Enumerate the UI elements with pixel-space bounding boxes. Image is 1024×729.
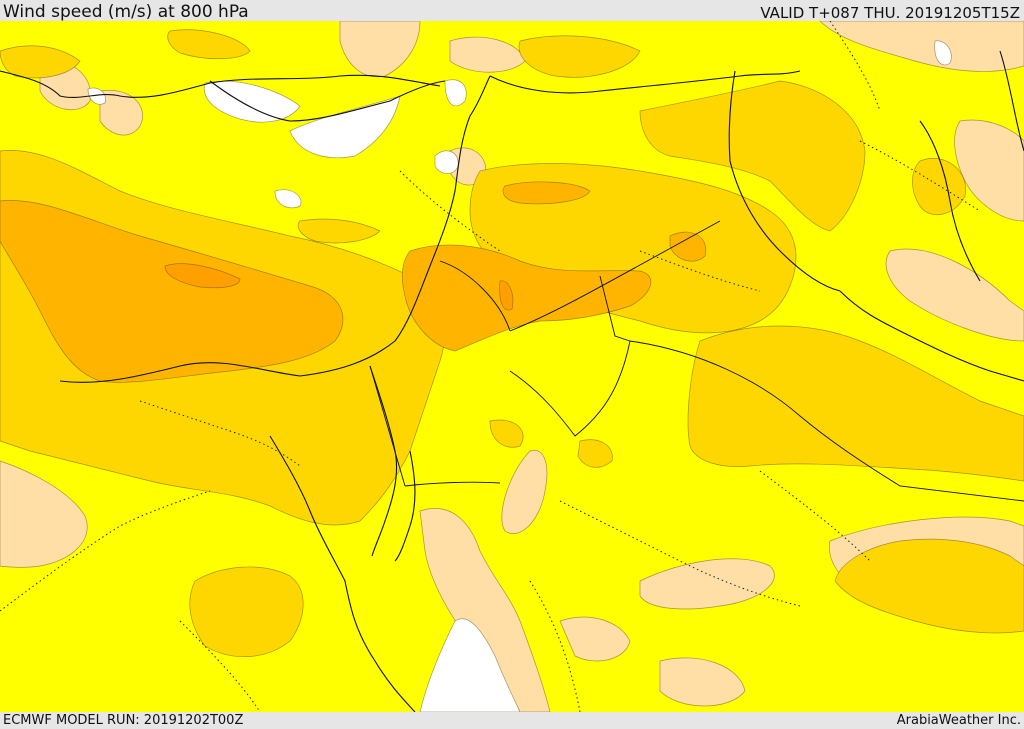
header-bar: Wind speed (m/s) at 800 hPa VALID T+087 … [0, 0, 1024, 22]
footer-bar: ECMWF MODEL RUN: 20191202T00Z ArabiaWeat… [0, 712, 1024, 729]
map-title: Wind speed (m/s) at 800 hPa [3, 2, 249, 22]
country-borders [369, 220, 1024, 502]
credit-label: ArabiaWeather Inc. [896, 713, 1021, 728]
high-speed-regions [0, 181, 707, 383]
wind-speed-map[interactable] [0, 21, 1024, 712]
coastlines [0, 50, 1024, 712]
model-run-label: ECMWF MODEL RUN: 20191202T00Z [3, 713, 244, 728]
valid-time: VALID T+087 THU. 20191205T15Z [760, 4, 1020, 22]
calm-regions [87, 40, 952, 712]
strong-speed-core [164, 263, 514, 311]
admin-borders [0, 21, 981, 712]
